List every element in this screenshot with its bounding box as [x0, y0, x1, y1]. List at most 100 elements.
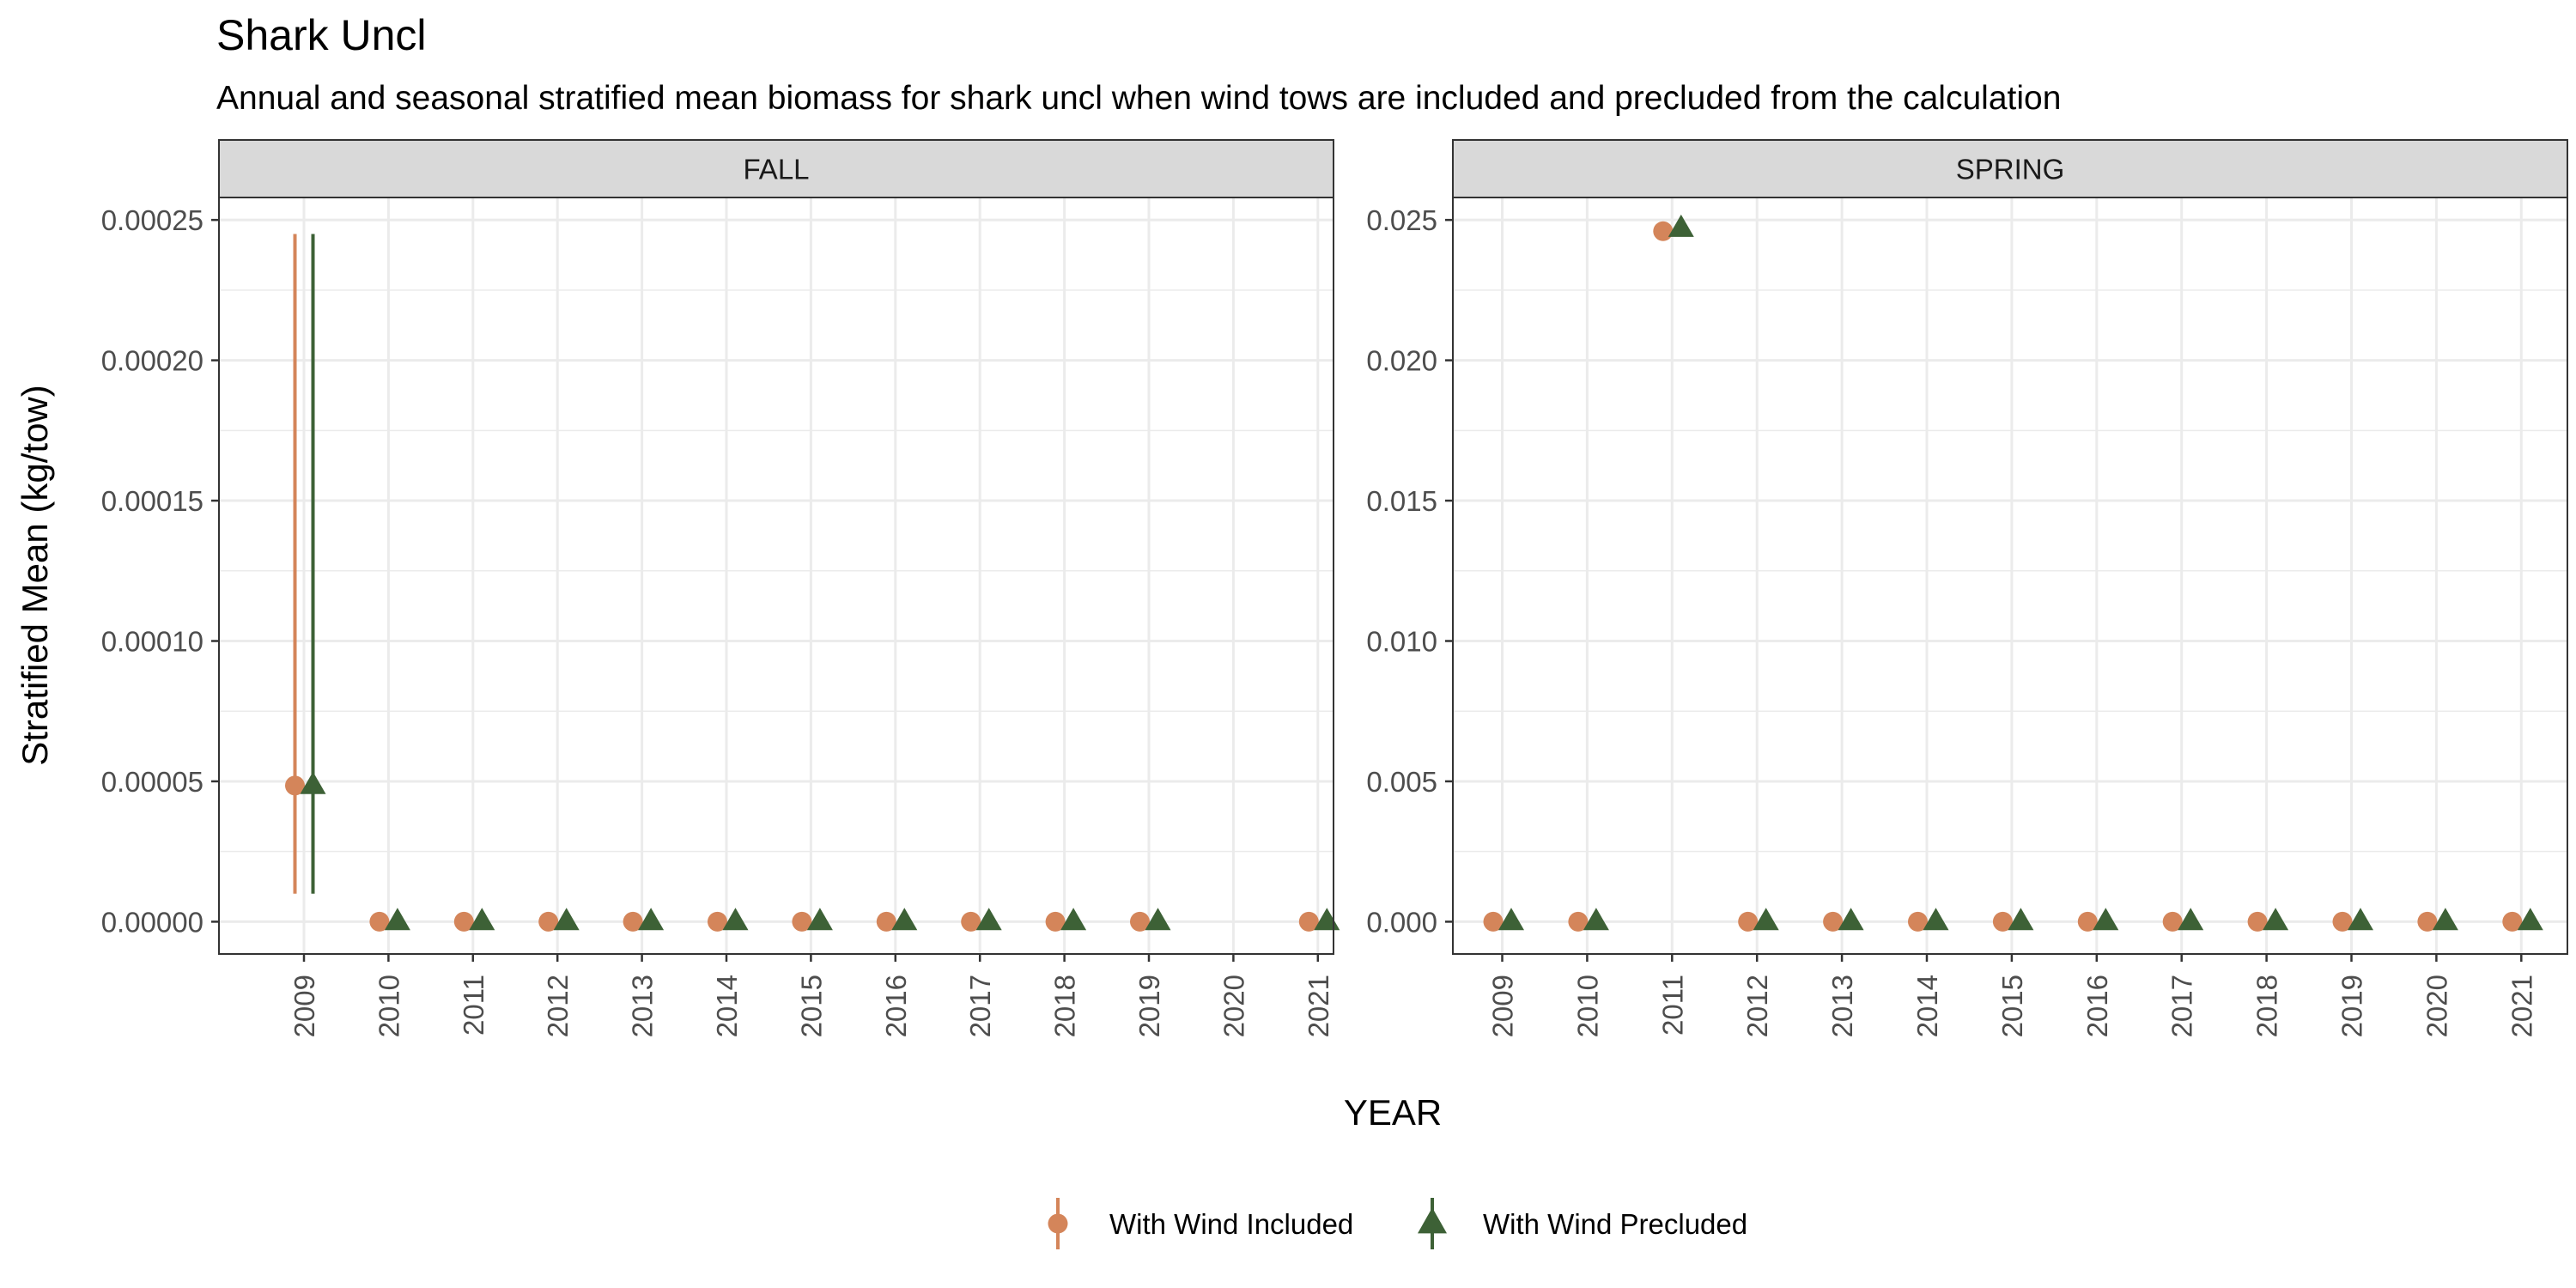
y-tick-label: 0.010	[1366, 626, 1437, 658]
y-tick-label: 0.015	[1366, 485, 1437, 517]
x-tick-label: 2014	[711, 975, 743, 1037]
legend-label: With Wind Included	[1109, 1208, 1353, 1240]
data-point-triangle	[1838, 908, 1864, 931]
x-tick-label: 2018	[2251, 975, 2283, 1037]
data-point-triangle	[2093, 908, 2119, 931]
x-tick-label: 2011	[458, 975, 489, 1036]
data-point-circle	[623, 911, 643, 932]
y-tick-label: 0.00015	[101, 485, 204, 517]
chart-legend: With Wind Included With Wind Precluded	[1048, 1198, 1747, 1249]
data-point-triangle	[2348, 908, 2373, 931]
legend-key-triangle	[1418, 1207, 1447, 1234]
data-point-circle	[1823, 911, 1844, 932]
data-point-circle	[1045, 911, 1066, 932]
data-point-circle	[876, 911, 896, 932]
x-tick-label: 2009	[1487, 975, 1519, 1037]
y-tick-label: 0.00005	[101, 766, 204, 798]
y-tick-label: 0.020	[1366, 345, 1437, 377]
y-tick-label: 0.00010	[101, 626, 204, 658]
data-point-circle	[2077, 911, 2098, 932]
data-point-triangle	[2178, 908, 2204, 931]
y-tick-label: 0.00020	[101, 345, 204, 377]
data-point-circle	[1738, 911, 1759, 932]
y-tick-label: 0.005	[1366, 766, 1437, 798]
data-point-circle	[708, 911, 727, 932]
y-axis-label: Stratified Mean (kg/tow)	[15, 385, 55, 766]
data-point-triangle	[469, 908, 495, 931]
x-tick-label: 2009	[289, 975, 320, 1037]
legend-key-circle	[1048, 1213, 1068, 1234]
x-tick-label: 2020	[2421, 975, 2452, 1037]
data-point-circle	[1568, 911, 1589, 932]
facet-strip	[1452, 139, 2568, 198]
data-point-triangle	[2432, 908, 2458, 931]
data-point-circle	[1483, 911, 1504, 932]
y-tick-label: 0.00000	[101, 906, 204, 938]
x-tick-label: 2018	[1049, 975, 1081, 1037]
chart-title: Shark Uncl	[216, 11, 427, 59]
data-point-circle	[538, 911, 559, 932]
data-point-circle	[453, 911, 474, 932]
panel-spring: SPRING 0.000 0.005 0.010 0.015 0.020 0.025 2009…	[1366, 139, 2568, 1037]
data-point-circle	[792, 911, 812, 932]
x-tick-label: 2012	[1741, 975, 1773, 1037]
x-tick-label: 2010	[1571, 975, 1603, 1037]
legend-entry: With Wind Included	[1048, 1198, 1353, 1249]
data-point-triangle	[300, 771, 326, 794]
x-tick-label: 2012	[542, 975, 574, 1037]
data-point-triangle	[2008, 908, 2034, 931]
panel-border	[218, 197, 1334, 955]
data-point-triangle	[1583, 908, 1609, 931]
x-tick-label: 2015	[795, 975, 827, 1037]
data-point-triangle	[806, 908, 833, 931]
data-point-triangle	[891, 908, 918, 931]
data-point-triangle	[2263, 908, 2289, 931]
data-point-triangle	[553, 908, 580, 931]
y-tick-label: 0.025	[1366, 204, 1437, 236]
x-tick-label: 2014	[1911, 975, 1943, 1037]
data-point-circle	[1653, 221, 1674, 241]
facet-strip-label: FALL	[743, 154, 809, 185]
panel-background	[219, 197, 1334, 954]
y-tick-label: 0.000	[1366, 906, 1437, 938]
x-tick-label: 2016	[2081, 975, 2113, 1037]
data-point-triangle	[975, 908, 1002, 931]
data-point-circle	[1908, 911, 1928, 932]
x-tick-label: 2013	[627, 975, 659, 1037]
data-point-circle	[2162, 911, 2183, 932]
data-point-circle	[2417, 911, 2438, 932]
y-tick-label: 0.00025	[101, 204, 204, 236]
data-point-triangle	[384, 908, 410, 931]
series-wind-included	[285, 234, 1319, 932]
data-point-triangle	[1923, 908, 1949, 931]
panel-background	[1453, 197, 2567, 954]
data-point-triangle	[1668, 214, 1694, 237]
x-tick-label: 2019	[1133, 975, 1165, 1037]
x-tick-label: 2011	[1656, 975, 1688, 1036]
data-point-circle	[369, 911, 390, 932]
x-tick-label: 2016	[880, 975, 912, 1037]
x-tick-label: 2010	[373, 975, 404, 1037]
data-point-triangle	[638, 908, 665, 931]
data-point-triangle	[1753, 908, 1779, 931]
chart-subtitle: Annual and seasonal stratified mean biom…	[216, 80, 2061, 117]
data-point-circle	[1298, 911, 1319, 932]
data-point-circle	[2332, 911, 2353, 932]
x-tick-label: 2017	[964, 975, 996, 1037]
legend-label: With Wind Precluded	[1483, 1208, 1747, 1240]
data-point-triangle	[1145, 908, 1171, 931]
x-tick-label: 2021	[2506, 975, 2537, 1037]
panel-border	[1452, 197, 2568, 955]
series-wind-included	[1483, 221, 2523, 932]
data-point-triangle	[1498, 908, 1524, 931]
legend-entry: With Wind Precluded	[1418, 1198, 1747, 1249]
data-point-circle	[285, 775, 305, 796]
facet-strip-label: SPRING	[1956, 154, 2065, 185]
x-tick-label: 2019	[2336, 975, 2368, 1037]
data-point-circle	[2247, 911, 2268, 932]
panel-fall: FALL 0.00000 0.00005 0.00010 0.00015 0.00020 0…	[101, 139, 1340, 1037]
data-point-circle	[1992, 911, 2013, 932]
x-tick-label: 2020	[1218, 975, 1249, 1037]
data-point-triangle	[1060, 908, 1087, 931]
